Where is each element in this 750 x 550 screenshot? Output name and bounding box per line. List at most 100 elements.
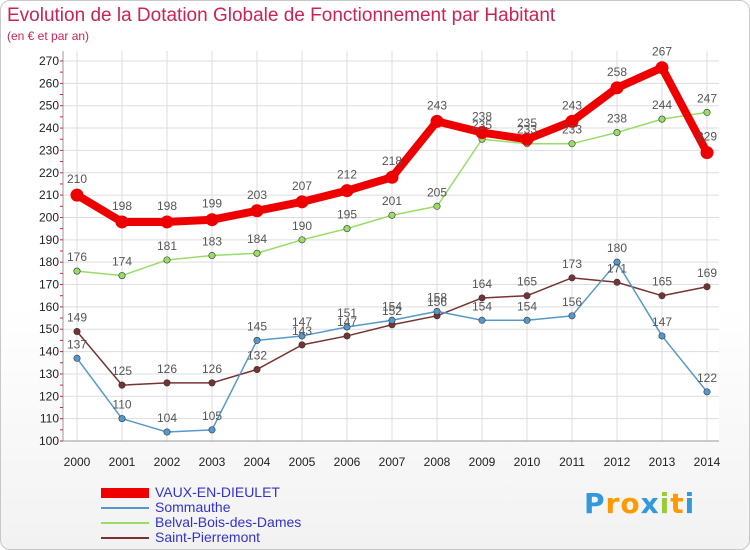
data-label: 183 [202, 234, 222, 248]
data-point [253, 336, 261, 344]
proxiti-logo: Proxiti [584, 487, 695, 520]
x-tick-label: 2009 [469, 455, 496, 469]
data-label: 165 [517, 275, 537, 289]
y-tick-label: 100 [39, 434, 59, 448]
data-point [208, 379, 216, 387]
data-label: 203 [247, 188, 267, 202]
y-tick-label: 230 [39, 143, 59, 157]
legend-swatch [101, 537, 149, 539]
axes: 100 110 120 130 140 150 160 170 180 190 200 210 220 2… [39, 51, 721, 469]
x-tick-label: 2001 [109, 455, 136, 469]
data-label: 147 [652, 315, 672, 329]
data-point [340, 184, 354, 198]
data-point [160, 215, 174, 229]
data-label: 149 [67, 310, 87, 324]
data-point [658, 292, 666, 300]
y-tick-label: 160 [39, 300, 59, 314]
legend-label: Saint-Pierremont [155, 529, 261, 545]
data-label: 244 [652, 98, 672, 112]
data-point [343, 225, 351, 233]
data-point [163, 428, 171, 436]
data-point [253, 249, 261, 257]
data-point [118, 272, 126, 280]
data-point [298, 341, 306, 349]
data-label: 235 [472, 118, 492, 132]
line-chart: 100 110 120 130 140 150 160 170 180 190 200 210 220 2… [39, 45, 721, 469]
data-point [73, 354, 81, 362]
data-label: 125 [112, 364, 132, 378]
data-label: 181 [157, 239, 177, 253]
data-label: 126 [202, 362, 222, 376]
data-point [385, 170, 399, 184]
logo-letter: i [684, 487, 696, 520]
data-point [208, 251, 216, 259]
data-point [250, 204, 264, 218]
x-tick-label: 2005 [289, 455, 316, 469]
y-tick-label: 210 [39, 188, 59, 202]
plot-area [63, 51, 719, 441]
data-label: 104 [157, 411, 177, 425]
x-tick-label: 2012 [604, 455, 631, 469]
data-label: 152 [382, 304, 402, 318]
data-label: 238 [607, 112, 627, 126]
data-point [298, 332, 306, 340]
data-label: 258 [607, 65, 627, 79]
chart-title: Evolution de la Dotation Globale de Fonc… [7, 5, 556, 26]
y-tick-label: 190 [39, 233, 59, 247]
data-point [343, 332, 351, 340]
data-point [163, 379, 171, 387]
data-point [388, 211, 396, 219]
data-label: 184 [247, 232, 267, 246]
logo-letter: t [670, 487, 685, 520]
data-label: 210 [67, 172, 87, 186]
data-point [478, 316, 486, 324]
data-point [205, 213, 219, 227]
data-label: 198 [157, 199, 177, 213]
data-point [568, 274, 576, 282]
data-label: 174 [112, 255, 132, 269]
data-label: 147 [292, 315, 312, 329]
y-tick-label: 260 [39, 76, 59, 90]
data-point [208, 426, 216, 434]
data-label: 126 [157, 362, 177, 376]
data-point [520, 132, 534, 146]
data-label: 176 [67, 250, 87, 264]
data-point [475, 126, 489, 140]
data-label: 122 [697, 371, 717, 385]
legend-label: Belval-Bois-des-Dames [155, 514, 302, 530]
data-label: 267 [652, 45, 672, 59]
data-point [568, 140, 576, 148]
data-label: 165 [652, 275, 672, 289]
data-label: 190 [292, 219, 312, 233]
data-label: 154 [382, 299, 402, 313]
logo-letter: x [640, 487, 660, 520]
y-tick-label: 110 [40, 412, 59, 426]
data-point [703, 283, 711, 291]
y-tick-label: 250 [39, 99, 59, 113]
x-tick-label: 2007 [379, 455, 406, 469]
x-tick-label: 2006 [334, 455, 361, 469]
series-lines [70, 61, 714, 436]
logo-letter: P [584, 487, 606, 520]
data-label: 145 [247, 319, 267, 333]
x-tick-label: 2008 [424, 455, 451, 469]
x-tick-label: 2003 [199, 455, 226, 469]
legend-item: Sommauthe [101, 500, 401, 515]
data-label: 110 [112, 398, 131, 412]
data-point [613, 258, 621, 266]
y-tick-label: 170 [39, 278, 59, 292]
chart-subtitle: (en € et par an) [7, 29, 90, 43]
data-point [73, 267, 81, 275]
data-label: 207 [292, 179, 312, 193]
data-label: 180 [607, 241, 627, 255]
data-point [613, 278, 621, 286]
data-point [565, 114, 579, 128]
data-label: 238 [472, 110, 492, 124]
data-label: 132 [247, 348, 267, 362]
data-point [523, 292, 531, 300]
y-tick-label: 200 [39, 210, 59, 224]
logo-letter: i [659, 487, 671, 520]
data-point [115, 215, 129, 229]
